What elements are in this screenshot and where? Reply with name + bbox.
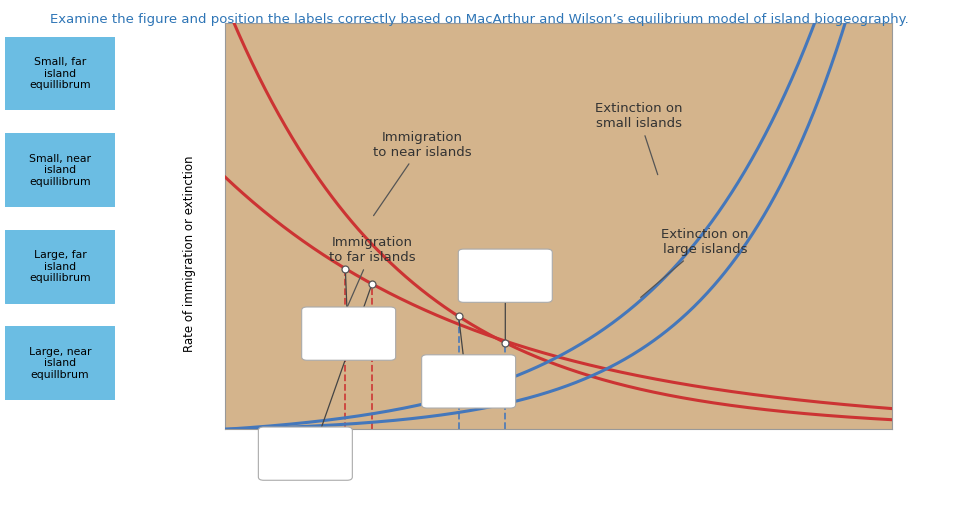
FancyBboxPatch shape [3,132,117,208]
FancyBboxPatch shape [3,36,117,112]
Text: Small, far
island
equillibrum: Small, far island equillibrum [29,57,91,90]
FancyBboxPatch shape [3,229,117,305]
Text: Large, near
island
equillbrum: Large, near island equillbrum [29,346,91,380]
Text: Small, near
island
equillibrum: Small, near island equillibrum [29,153,91,187]
Text: Immigration
to near islands: Immigration to near islands [373,131,471,215]
FancyBboxPatch shape [3,325,117,401]
Text: Examine the figure and position the labels correctly based on MacArthur and Wils: Examine the figure and position the labe… [50,13,909,26]
FancyBboxPatch shape [258,427,352,480]
FancyBboxPatch shape [422,355,516,408]
Text: Extinction on
small islands: Extinction on small islands [595,102,683,175]
Text: Immigration
to far islands: Immigration to far islands [329,236,415,309]
Text: Large, far
island
equillibrum: Large, far island equillibrum [29,250,91,283]
Text: Rate of immigration or extinction: Rate of immigration or extinction [183,156,197,352]
Text: Extinction on
large islands: Extinction on large islands [641,228,749,297]
FancyBboxPatch shape [458,249,552,302]
FancyBboxPatch shape [302,307,396,360]
